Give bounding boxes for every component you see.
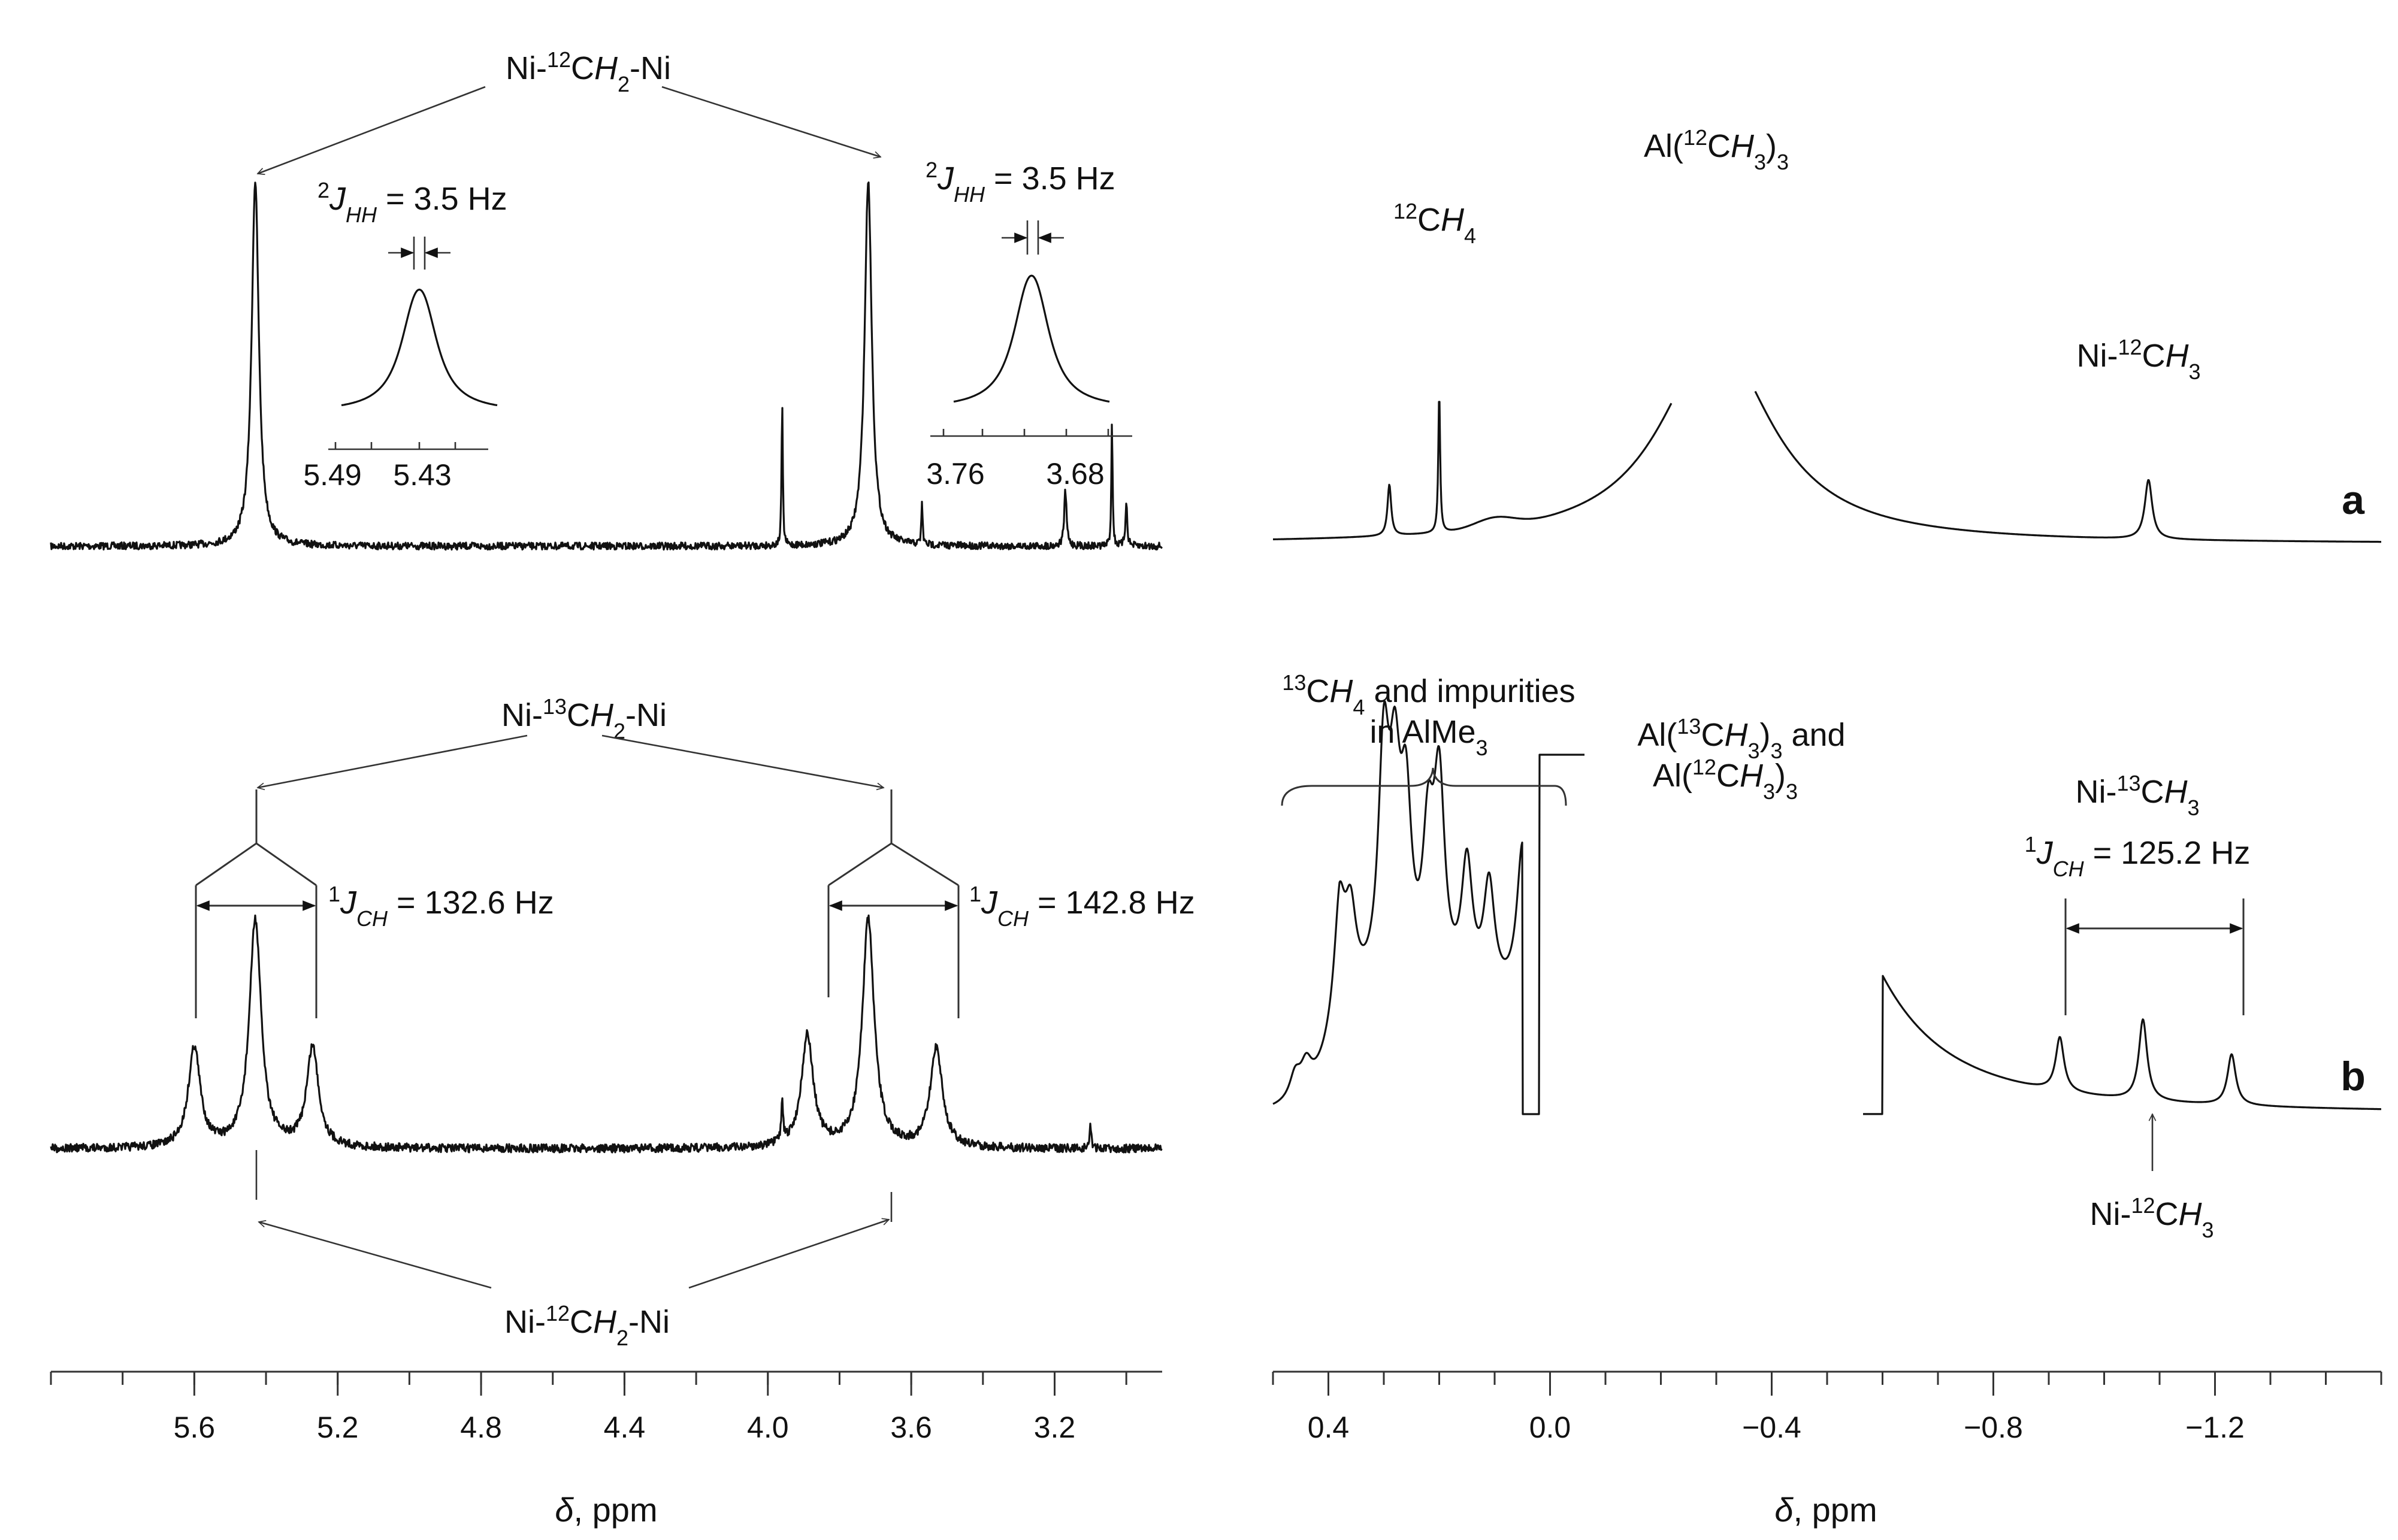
- x-tick-label: 5.2: [317, 1411, 359, 1444]
- inset-left: 5.49 5.43: [303, 237, 498, 492]
- b-ch4-label-line1: 13CH4 and impurities: [1282, 670, 1575, 719]
- right-x-axis-title: δ, ppm: [1774, 1491, 1877, 1529]
- x-tick-label: 3.2: [1034, 1411, 1076, 1444]
- inset-right-tick-1: 3.76: [926, 457, 984, 491]
- left-top-arrow-left: [258, 86, 486, 174]
- x-tick-label: 3.6: [890, 1411, 932, 1444]
- inset-right-peak: [953, 274, 1110, 403]
- b-jch-guides: [2064, 898, 2245, 1015]
- right-panel: 12CH4 Al(12CH3)3 Ni-12CH3 a 13CH4 and im…: [1272, 125, 2382, 1529]
- jch-right-tree: [827, 789, 960, 1018]
- a-ch4-label: 12CH4: [1393, 199, 1476, 248]
- left-top-arrow-right: [661, 86, 881, 157]
- left-middle-arrow-left: [258, 734, 528, 788]
- left-top-label: Ni-12CH2-Ni: [506, 47, 671, 96]
- x-tick-label: −0.8: [1964, 1411, 2023, 1444]
- spectrum-a-trace: [1272, 391, 2382, 543]
- x-tick-label: −1.2: [2185, 1411, 2245, 1444]
- b-ch4-label-line2: in AlMe3: [1369, 714, 1487, 760]
- panel-a-letter: a: [2342, 477, 2365, 523]
- inset-left-tick-1: 5.49: [303, 458, 361, 492]
- x-tick-label: 4.0: [747, 1411, 789, 1444]
- left-bottom-guides: [255, 1150, 893, 1222]
- x-tick-label: 4.4: [604, 1411, 646, 1444]
- left-x-ticks: 5.6 5.2 4.8 4.4 4.0 3.6 3.2: [50, 1372, 1127, 1444]
- panel-b-letter: b: [2340, 1054, 2366, 1099]
- a-alme3-label: Al(12CH3)3: [1644, 125, 1789, 174]
- x-tick-label: 5.6: [174, 1411, 216, 1444]
- x-tick-label: 4.8: [460, 1411, 502, 1444]
- left-middle-label: Ni-13CH2-Ni: [501, 694, 667, 743]
- jch-right-label: 1JCH = 142.8 Hz: [969, 882, 1195, 931]
- inset-left-tick-2: 5.43: [393, 458, 451, 492]
- inset-left-peak: [341, 288, 498, 407]
- jch-left-tree: [195, 789, 317, 1018]
- b-ni12-label: Ni-12CH3: [2089, 1193, 2213, 1242]
- jhh-left-label: 2JHH = 3.5 Hz: [317, 178, 507, 227]
- left-x-axis-title: δ, ppm: [555, 1491, 657, 1529]
- left-middle-arrow-right: [601, 734, 884, 788]
- b-ni13-label: Ni-13CH3: [2075, 771, 2199, 820]
- left-panel: Ni-12CH2-Ni 2JHH = 3.5 Hz 5.49 5.43 2JHH…: [50, 47, 1195, 1529]
- x-tick-label: 0.0: [1529, 1411, 1571, 1444]
- b-jch-label: 1JCH = 125.2 Hz: [2025, 832, 2251, 881]
- right-x-ticks: 0.4 0.0 −0.4 −0.8 −1.2: [1272, 1372, 2382, 1444]
- b-al-label-line1: Al(13CH3)3 and: [1637, 714, 1845, 763]
- left-bottom-arrow-right: [688, 1220, 889, 1289]
- left-upper-spectrum-trace: [50, 181, 1163, 551]
- spectrum-b-trace: [1272, 700, 2382, 1115]
- x-tick-label: −0.4: [1742, 1411, 1801, 1444]
- left-bottom-label: Ni-12CH2-Ni: [504, 1301, 670, 1350]
- jch-left-label: 1JCH = 132.6 Hz: [328, 882, 554, 931]
- b-impurities-brace: [1281, 767, 1567, 806]
- a-nich3-label: Ni-12CH3: [2076, 335, 2200, 384]
- left-bottom-arrow-left: [259, 1222, 492, 1289]
- jhh-right-label: 2JHH = 3.5 Hz: [926, 158, 1115, 207]
- b-al-label-line2: Al(12CH3)3: [1653, 755, 1798, 804]
- inset-right: 3.76 3.68: [926, 220, 1132, 491]
- x-tick-label: 0.4: [1308, 1411, 1350, 1444]
- inset-right-tick-2: 3.68: [1046, 457, 1104, 491]
- left-lower-spectrum-trace: [50, 914, 1163, 1154]
